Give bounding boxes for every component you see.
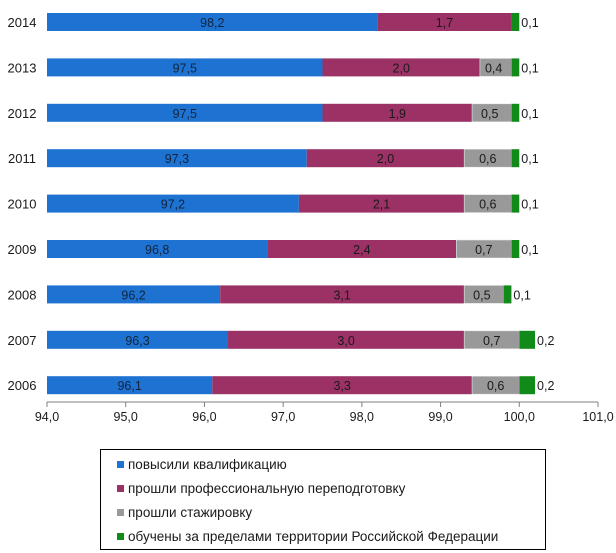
year-label-2010: 2010 — [8, 197, 37, 212]
data-label-qualification-2013: 97,5 — [173, 61, 197, 75]
bar-qualification-2014 — [47, 13, 378, 31]
year-label-2007: 2007 — [8, 333, 37, 348]
bar-qualification-2006 — [47, 376, 213, 395]
legend-label-retraining: прошли профессиональную переподготовку — [128, 480, 406, 496]
data-label-retraining-2006: 3,3 — [333, 379, 350, 393]
bar-retraining-2009 — [267, 240, 457, 258]
data-label-abroad-2014: 0,1 — [521, 16, 538, 30]
data-label-internship-2013: 0,4 — [485, 61, 502, 75]
data-label-qualification-2012: 97,5 — [173, 107, 197, 121]
data-label-abroad-2007: 0,2 — [537, 334, 554, 348]
legend-item-abroad: обучены за пределами территории Российск… — [117, 525, 498, 547]
legend-item-qualification: повысили квалификацию — [117, 453, 287, 475]
bar-abroad-2007 — [519, 330, 536, 349]
data-label-abroad-2013: 0,1 — [521, 61, 538, 75]
bar-qualification-2010 — [47, 194, 299, 213]
x-tick-label-0: 94,0 — [35, 410, 59, 424]
legend-swatch-internship — [117, 508, 124, 516]
x-tick-label-4: 98,0 — [350, 410, 374, 424]
data-label-qualification-2010: 97,2 — [161, 198, 185, 212]
bar-qualification-2011 — [47, 149, 307, 168]
data-label-retraining-2014: 1,7 — [436, 16, 453, 30]
legend-swatch-qualification — [117, 460, 124, 468]
bar-retraining-2012 — [322, 103, 473, 122]
data-label-retraining-2013: 2,0 — [393, 61, 410, 75]
data-label-retraining-2011: 2,0 — [377, 152, 394, 166]
x-tick-label-7: 101,0 — [582, 410, 613, 424]
bar-abroad-2009 — [511, 240, 520, 258]
year-label-2009: 2009 — [8, 242, 37, 257]
bar-qualification-2008 — [47, 285, 221, 304]
data-label-internship-2011: 0,6 — [479, 152, 496, 166]
bar-abroad-2014 — [511, 13, 520, 31]
x-tick-label-5: 99,0 — [428, 410, 452, 424]
year-label-2012: 2012 — [8, 106, 37, 121]
data-label-internship-2006: 0,6 — [487, 379, 504, 393]
year-label-2011: 2011 — [8, 151, 36, 166]
legend-item-internship: прошли стажировку — [117, 501, 252, 523]
legend-label-qualification: повысили квалификацию — [128, 456, 287, 472]
bar-abroad-2013 — [511, 58, 520, 77]
bar-retraining-2008 — [220, 285, 465, 304]
x-tick-label-3: 97,0 — [271, 410, 295, 424]
bar-abroad-2011 — [511, 149, 520, 168]
data-label-qualification-2006: 96,1 — [117, 379, 141, 393]
bar-qualification-2013 — [47, 58, 323, 77]
bar-retraining-2014 — [377, 13, 512, 31]
year-label-2014: 2014 — [8, 15, 37, 30]
x-tick-label-2: 96,0 — [192, 410, 216, 424]
data-label-qualification-2008: 96,2 — [121, 288, 145, 302]
year-label-2008: 2008 — [8, 287, 37, 302]
bar-qualification-2012 — [47, 103, 323, 122]
bar-retraining-2007 — [228, 330, 465, 349]
data-label-retraining-2007: 3,0 — [337, 334, 354, 348]
data-label-abroad-2012: 0,1 — [521, 107, 538, 121]
data-label-internship-2012: 0,5 — [481, 107, 498, 121]
bar-qualification-2009 — [47, 240, 268, 258]
data-label-qualification-2014: 98,2 — [200, 16, 224, 30]
bar-abroad-2006 — [519, 376, 536, 395]
data-label-qualification-2007: 96,3 — [125, 334, 149, 348]
bar-abroad-2010 — [511, 194, 520, 213]
bar-retraining-2006 — [212, 376, 473, 395]
legend-swatch-retraining — [117, 484, 124, 492]
legend-label-internship: прошли стажировку — [128, 504, 253, 520]
x-tick-label-6: 100,0 — [504, 410, 535, 424]
data-label-abroad-2008: 0,1 — [513, 288, 530, 302]
year-label-2006: 2006 — [8, 378, 37, 393]
data-label-internship-2008: 0,5 — [473, 288, 490, 302]
bar-abroad-2008 — [503, 285, 512, 304]
legend-item-retraining: прошли профессиональную переподготовку — [117, 477, 405, 499]
bar-abroad-2012 — [511, 103, 520, 122]
year-label-2013: 2013 — [8, 60, 37, 75]
data-label-qualification-2011: 97,3 — [165, 152, 189, 166]
bar-retraining-2010 — [298, 194, 465, 213]
x-tick-label-1: 95,0 — [114, 410, 138, 424]
data-label-qualification-2009: 96,8 — [145, 243, 169, 257]
data-label-internship-2010: 0,6 — [479, 198, 496, 212]
stacked-bar-chart: 2014 98,2 1,7 0,1 2013 97,5 2,0 0,4 0,1 2012 97,5 1… — [8, 13, 614, 424]
data-label-abroad-2009: 0,1 — [521, 243, 538, 257]
data-label-retraining-2012: 1,9 — [389, 107, 406, 121]
legend-swatch-abroad — [117, 532, 124, 540]
bar-retraining-2011 — [306, 149, 465, 168]
data-label-abroad-2010: 0,1 — [521, 198, 538, 212]
data-label-retraining-2008: 3,1 — [333, 288, 350, 302]
bar-retraining-2013 — [322, 58, 480, 77]
data-label-internship-2009: 0,7 — [475, 243, 492, 257]
data-label-retraining-2010: 2,1 — [373, 198, 390, 212]
bar-qualification-2007 — [47, 330, 229, 349]
data-label-internship-2007: 0,7 — [483, 334, 500, 348]
legend-label-abroad: обучены за пределами территории Российск… — [128, 528, 499, 544]
data-label-abroad-2011: 0,1 — [521, 152, 538, 166]
data-label-retraining-2009: 2,4 — [353, 243, 370, 257]
chart-legend: повысили квалификацию прошли профессиона… — [100, 449, 546, 550]
data-label-abroad-2006: 0,2 — [537, 379, 554, 393]
